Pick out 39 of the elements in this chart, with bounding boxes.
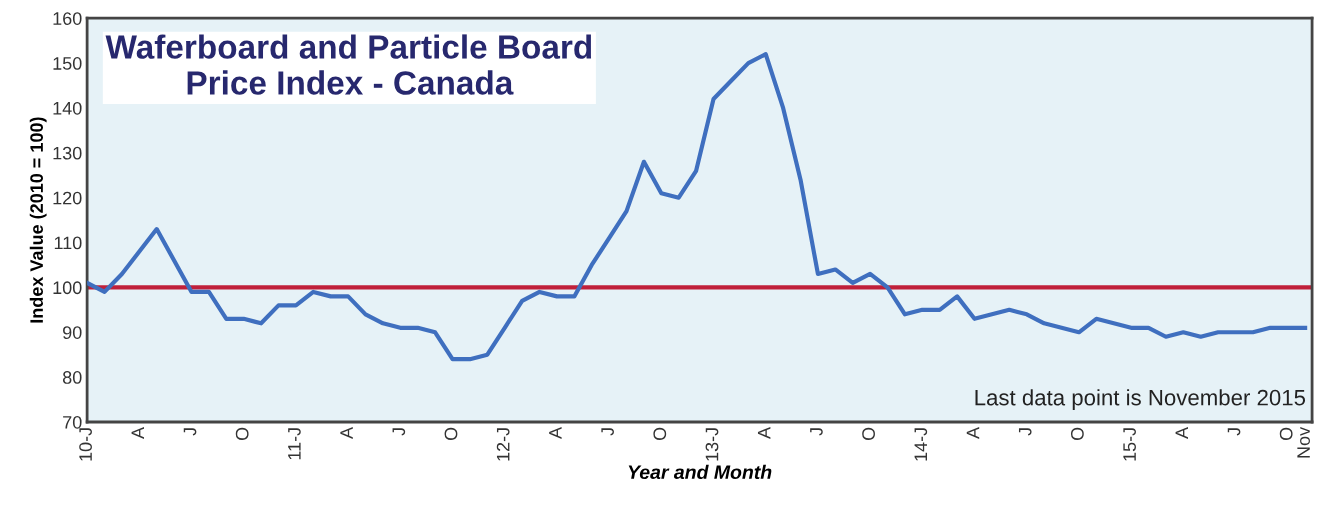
x-tick-label: J — [1227, 428, 1241, 436]
x-tick-label: 11-J — [288, 428, 301, 460]
y-tick-label: 90 — [63, 326, 82, 339]
x-tick-label: J — [1018, 428, 1032, 436]
x-tick-label: 15-J — [1123, 428, 1136, 461]
y-tick-label: 160 — [53, 12, 82, 25]
x-tick-label: A — [131, 426, 144, 439]
y-tick-label: 130 — [53, 146, 82, 160]
x-tick-label: J — [601, 428, 614, 436]
x-tick-label: O — [235, 427, 249, 441]
x-tick-label: A — [1175, 426, 1188, 439]
x-tick-label: O — [1070, 427, 1084, 441]
y-tick-label: 100 — [53, 281, 82, 295]
x-tick-label: J — [810, 428, 823, 436]
x-tick-label: J — [183, 428, 197, 436]
y-axis-title: Index Value (2010 = 100) — [29, 117, 47, 323]
y-tick-label: 150 — [53, 57, 82, 70]
x-tick-label: O — [862, 427, 875, 441]
x-tick-label: O — [444, 427, 458, 441]
x-tick-label: 13-J — [705, 428, 719, 461]
y-tick-label: 110 — [54, 236, 82, 250]
y-tick-label: 80 — [62, 371, 82, 384]
x-tick-label: O — [1279, 427, 1293, 441]
x-axis-title: Year and Month — [628, 464, 772, 480]
y-tick-label: 140 — [53, 101, 82, 115]
x-tick-label: O — [653, 427, 667, 441]
x-tick-label: Nov — [1297, 426, 1310, 458]
y-tick-label: 70 — [63, 415, 82, 429]
x-tick-label: A — [966, 426, 980, 439]
text: Waferboard and Particle Board Price Index - Canada — [105, 34, 592, 95]
x-tick-label: A — [757, 426, 771, 439]
x-tick-label: J — [392, 428, 406, 436]
x-tick-label: 12-J — [496, 428, 510, 461]
y-tick-label: 120 — [53, 191, 82, 205]
x-tick-label: 14-J — [914, 428, 928, 461]
x-tick-label: 10-J — [79, 428, 92, 461]
x-tick-label: A — [340, 426, 353, 439]
annotation: Last data point is November 2015 — [975, 389, 1306, 410]
x-tick-label: A — [549, 426, 562, 439]
